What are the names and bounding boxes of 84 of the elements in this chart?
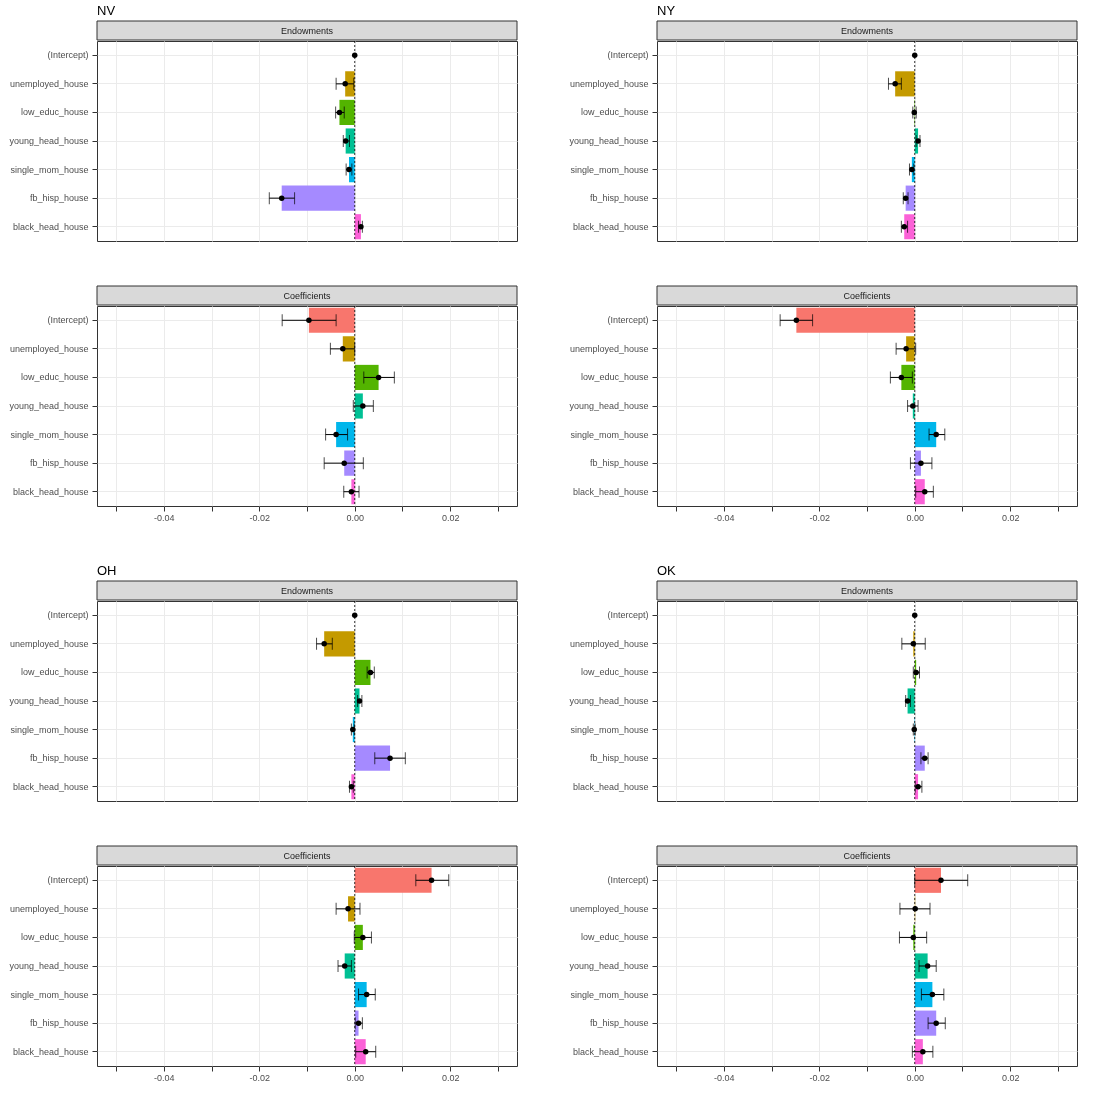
y-tick-label: black_head_house: [12, 781, 89, 792]
y-tick-label: (Intercept): [47, 50, 89, 61]
chart-title: Coefficients: [843, 290, 891, 301]
y-tick-label: single_mom_house: [570, 724, 649, 735]
y-tick-label: fb_hisp_house: [589, 1018, 649, 1029]
y-tick-label: young_head_house: [569, 401, 649, 411]
y-tick-label: fb_hisp_house: [29, 193, 89, 204]
y-tick-label: black_head_house: [572, 781, 649, 792]
x-tick-label: 0.02: [441, 512, 460, 523]
x-tick-label: 0.00: [906, 1072, 924, 1083]
chart-title: Coefficients: [283, 850, 331, 861]
y-tick-label: fb_hisp_house: [29, 753, 89, 764]
y-tick-label: fb_hisp_house: [589, 193, 649, 204]
y-tick-label: single_mom_house: [10, 724, 89, 735]
y-tick-label: low_educ_house: [20, 932, 89, 943]
y-tick-label: young_head_house: [569, 136, 649, 146]
y-tick-label: low_educ_house: [20, 107, 89, 118]
y-tick-label: (Intercept): [607, 315, 649, 326]
y-tick-label: young_head_house: [9, 401, 89, 411]
chart-title: Coefficients: [283, 290, 331, 301]
y-tick-label: fb_hisp_house: [589, 753, 649, 764]
y-tick-label: fb_hisp_house: [589, 458, 649, 469]
y-tick-label: low_educ_house: [580, 932, 649, 943]
y-tick-label: young_head_house: [9, 136, 89, 146]
y-tick-label: young_head_house: [9, 961, 89, 971]
x-tick-label: -0.02: [809, 1072, 831, 1083]
chart-title: Coefficients: [843, 850, 891, 861]
y-tick-label: unemployed_house: [569, 903, 649, 914]
y-tick-label: single_mom_house: [10, 989, 89, 1000]
y-tick-label: unemployed_house: [9, 343, 89, 354]
y-tick-label: low_educ_house: [580, 667, 649, 678]
x-tick-label: -0.04: [714, 1072, 735, 1083]
y-tick-label: black_head_house: [12, 221, 89, 232]
x-tick-label: -0.02: [249, 512, 271, 523]
y-tick-label: low_educ_house: [20, 667, 89, 678]
chart-subtitle: Endowments: [840, 25, 894, 36]
y-tick-label: low_educ_house: [20, 372, 89, 383]
x-tick-label: -0.02: [249, 1072, 271, 1083]
y-tick-label: (Intercept): [607, 610, 649, 621]
x-tick-label: 0.00: [346, 512, 364, 523]
y-tick-label: (Intercept): [607, 50, 649, 61]
x-tick-label: 0.02: [1001, 512, 1020, 523]
chart-subtitle: Endowments: [840, 585, 894, 596]
x-tick-label: -0.04: [154, 1072, 175, 1083]
chart-title: NV: [97, 2, 116, 18]
y-tick-label: young_head_house: [9, 696, 89, 706]
chart-title: NY: [657, 2, 676, 18]
y-tick-label: black_head_house: [572, 221, 649, 232]
y-tick-label: low_educ_house: [580, 372, 649, 383]
y-tick-label: single_mom_house: [10, 429, 89, 440]
y-tick-label: young_head_house: [569, 961, 649, 971]
y-tick-label: (Intercept): [47, 875, 89, 886]
y-tick-label: single_mom_house: [10, 164, 89, 175]
y-tick-label: single_mom_house: [570, 164, 649, 175]
y-tick-label: unemployed_house: [569, 638, 649, 649]
chart-title: OH: [97, 562, 117, 578]
y-tick-label: unemployed_house: [9, 78, 89, 89]
y-tick-label: unemployed_house: [9, 638, 89, 649]
y-tick-label: black_head_house: [12, 486, 89, 497]
y-tick-label: fb_hisp_house: [29, 1018, 89, 1029]
chart-subtitle: Endowments: [280, 25, 334, 36]
y-tick-label: fb_hisp_house: [29, 458, 89, 469]
x-tick-label: -0.04: [714, 512, 735, 523]
y-tick-label: single_mom_house: [570, 429, 649, 440]
y-tick-label: black_head_house: [572, 486, 649, 497]
y-tick-label: unemployed_house: [9, 903, 89, 914]
y-tick-label: black_head_house: [12, 1046, 89, 1057]
y-tick-label: low_educ_house: [580, 107, 649, 118]
x-tick-label: 0.00: [346, 1072, 364, 1083]
y-tick-label: (Intercept): [47, 315, 89, 326]
y-tick-label: young_head_house: [569, 696, 649, 706]
y-tick-label: black_head_house: [572, 1046, 649, 1057]
y-tick-label: (Intercept): [607, 875, 649, 886]
y-tick-label: unemployed_house: [569, 343, 649, 354]
x-tick-label: 0.02: [441, 1072, 460, 1083]
chart-subtitle: Endowments: [280, 585, 334, 596]
x-tick-label: -0.02: [809, 512, 831, 523]
y-tick-label: single_mom_house: [570, 989, 649, 1000]
chart-title: OK: [657, 562, 677, 578]
x-tick-label: 0.00: [906, 512, 924, 523]
y-tick-label: unemployed_house: [569, 78, 649, 89]
x-tick-label: -0.04: [154, 512, 175, 523]
y-tick-label: (Intercept): [47, 610, 89, 621]
x-tick-label: 0.02: [1001, 1072, 1020, 1083]
